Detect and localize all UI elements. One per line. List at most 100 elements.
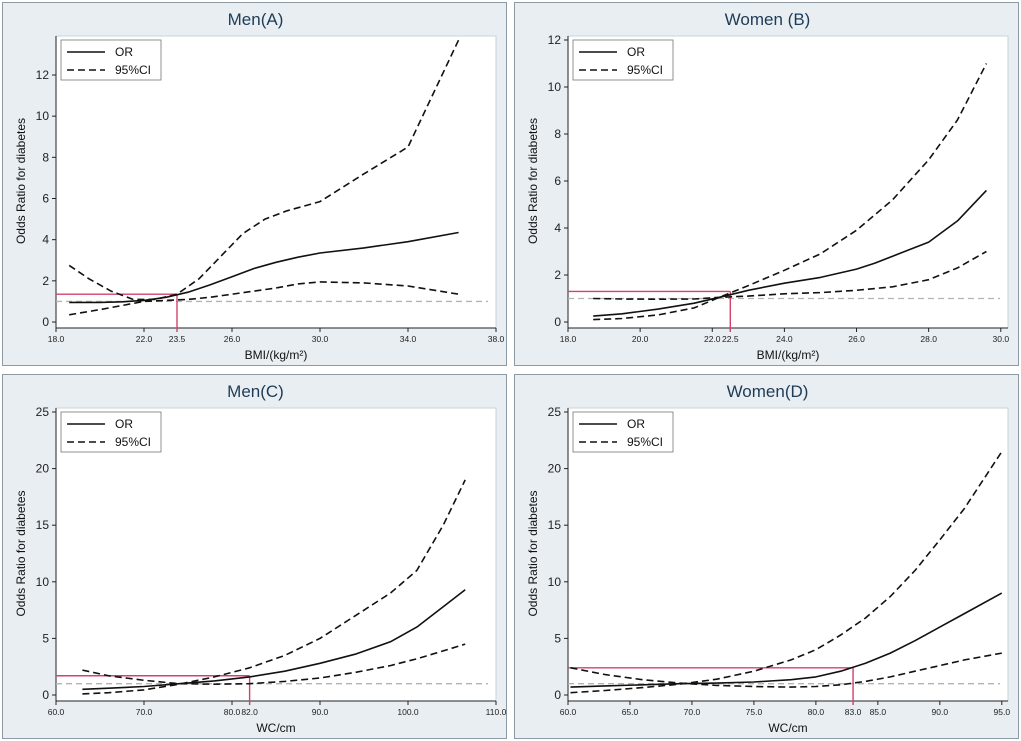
legend-or-label: OR <box>115 45 133 59</box>
x-axis-title: WC/cm <box>768 721 807 735</box>
y-tick-label: 4 <box>554 221 561 235</box>
ci-upper-line <box>68 39 460 301</box>
x-tick-label: 23.5 <box>169 334 186 344</box>
plot-area <box>567 407 1009 702</box>
y-tick-label: 20 <box>548 462 562 476</box>
ci-lower-line <box>570 652 1002 688</box>
x-axis-title: WC/cm <box>256 721 295 735</box>
y-tick-label: 2 <box>42 274 49 288</box>
x-tick-label: 18.0 <box>560 334 577 344</box>
x-tick-label: 34.0 <box>400 334 417 344</box>
legend-box <box>572 39 674 81</box>
x-tick-label: 90.0 <box>932 707 949 717</box>
legend-or-label: OR <box>115 417 133 431</box>
ci-upper-line <box>593 63 988 321</box>
or-line <box>69 231 459 304</box>
y-tick-label: 0 <box>554 688 561 702</box>
y-tick-label: 0 <box>554 315 561 329</box>
legend-ci-label: 95%CI <box>627 435 663 449</box>
x-tick-label: 26.0 <box>848 334 865 344</box>
legend-or-label: OR <box>627 45 645 59</box>
y-axis-title: Odds Ratio for diabetes <box>526 118 540 244</box>
y-tick-label: 2 <box>554 268 561 282</box>
y-tick-label: 10 <box>36 109 50 123</box>
panel-women-d: Women(D) 0 5 10 15 20 25 60.0 65.0 70.0 75.0 80.0 83… <box>514 374 1019 739</box>
ci-upper-line <box>82 479 466 695</box>
x-tick-label: 60.0 <box>560 707 577 717</box>
x-axis-title: BMI/(kg/m²) <box>245 348 308 362</box>
y-tick-label: 5 <box>554 631 561 645</box>
chart-c: Men(C) 0 5 10 15 20 25 60.0 70.0 80.0 82.0 90.0 100.… <box>14 382 507 735</box>
y-tick-label: 10 <box>548 80 562 94</box>
y-axis-title: Odds Ratio for diabetes <box>526 490 540 616</box>
x-tick-label: 95.0 <box>994 707 1011 717</box>
or-line <box>570 592 1003 688</box>
x-tick-label: 22.5 <box>722 334 739 344</box>
x-tick-label: 90.0 <box>312 707 329 717</box>
x-tick-label: 38.0 <box>488 334 505 344</box>
x-tick-label: 30.0 <box>993 334 1010 344</box>
y-tick-label: 12 <box>548 33 562 47</box>
x-tick-label: 30.0 <box>312 334 329 344</box>
y-tick-label: 0 <box>42 315 49 329</box>
x-tick-label: 60.0 <box>48 707 65 717</box>
x-tick-label: 20.0 <box>632 334 649 344</box>
x-tick-label: 22.0 <box>136 334 153 344</box>
legend-ci-label: 95%CI <box>115 63 151 77</box>
legend-box <box>60 411 162 453</box>
x-tick-label: 28.0 <box>920 334 937 344</box>
y-tick-label: 20 <box>36 462 50 476</box>
x-tick-label: 22.0 <box>704 334 721 344</box>
y-tick-label: 25 <box>36 405 50 419</box>
y-tick-label: 10 <box>36 575 50 589</box>
or-line <box>593 189 987 317</box>
y-tick-label: 6 <box>42 191 49 205</box>
legend-box <box>60 39 162 81</box>
panel-men-a: Men(A) 0 2 4 6 8 10 12 18.0 22.0 23.5 26.0 30.0 34.0 3… <box>2 2 507 366</box>
x-tick-label: 65.0 <box>622 707 639 717</box>
y-tick-label: 15 <box>36 518 50 532</box>
y-tick-label: 0 <box>42 688 49 702</box>
chart-a: Men(A) 0 2 4 6 8 10 12 18.0 22.0 23.5 26.0 30.0 34.0 3… <box>14 10 505 362</box>
x-tick-label: 70.0 <box>136 707 153 717</box>
x-tick-label: 110.0 <box>486 707 507 717</box>
y-tick-label: 10 <box>548 575 562 589</box>
x-tick-label: 83.0 <box>845 707 862 717</box>
x-tick-label: 18.0 <box>48 334 65 344</box>
legend-ci-label: 95%CI <box>627 63 663 77</box>
plot-area <box>567 35 1009 329</box>
y-axis-title: Odds Ratio for diabetes <box>14 118 28 244</box>
ci-lower-line <box>593 250 987 301</box>
y-tick-label: 8 <box>42 150 49 164</box>
ci-lower-line <box>69 281 459 316</box>
y-tick-label: 25 <box>548 405 562 419</box>
chart-title: Women (B) <box>725 10 811 29</box>
x-tick-label: 82.0 <box>241 707 258 717</box>
ci-lower-line <box>82 643 466 686</box>
plot-area <box>55 407 497 702</box>
y-tick-label: 4 <box>42 233 49 247</box>
x-tick-label: 80.0 <box>224 707 241 717</box>
legend-ci-label: 95%CI <box>115 435 151 449</box>
x-tick-label: 24.0 <box>776 334 793 344</box>
x-tick-label: 26.0 <box>224 334 241 344</box>
x-tick-label: 85.0 <box>870 707 887 717</box>
chart-title: Men(C) <box>227 382 284 401</box>
y-tick-label: 6 <box>554 174 561 188</box>
legend-or-label: OR <box>627 417 645 431</box>
panel-women-b: Women (B) 0 2 4 6 8 10 12 18.0 20.0 22.0 22.5 24.0 26… <box>514 2 1019 366</box>
chart-d: Women(D) 0 5 10 15 20 25 60.0 65.0 70.0 75.0 80.0 83… <box>526 382 1011 735</box>
chart-title: Men(A) <box>228 10 284 29</box>
y-tick-label: 5 <box>42 631 49 645</box>
x-tick-label: 80.0 <box>808 707 825 717</box>
panel-men-c: Men(C) 0 5 10 15 20 25 60.0 70.0 80.0 82.0 90.0 100.… <box>2 374 507 739</box>
or-line <box>82 589 466 691</box>
y-tick-label: 8 <box>554 127 561 141</box>
y-axis-title: Odds Ratio for diabetes <box>14 490 28 616</box>
x-tick-label: 100.0 <box>397 707 419 717</box>
plot-area <box>55 35 497 329</box>
chart-b: Women (B) 0 2 4 6 8 10 12 18.0 20.0 22.0 22.5 24.0 26… <box>526 10 1010 362</box>
y-tick-label: 15 <box>548 518 562 532</box>
legend-box <box>572 411 674 453</box>
chart-title: Women(D) <box>727 382 809 401</box>
